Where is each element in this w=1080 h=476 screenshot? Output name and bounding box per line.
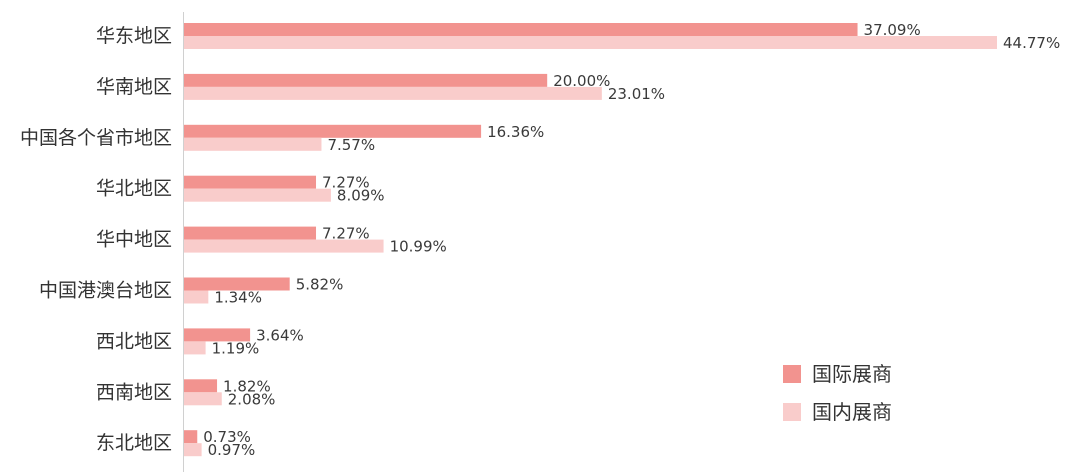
data-label: 16.36%	[487, 123, 544, 141]
bar-domestic	[184, 239, 384, 253]
category-label: 西南地区	[96, 381, 172, 403]
data-label: 8.09%	[337, 187, 385, 205]
data-label: 7.57%	[327, 136, 375, 154]
legend-label-domestic: 国内展商	[812, 400, 892, 424]
bar-international	[184, 430, 198, 444]
data-label: 7.27%	[322, 174, 370, 192]
data-label: 37.09%	[864, 21, 921, 39]
legend: 国际展商 国内展商	[783, 362, 892, 424]
category-label: 华北地区	[96, 178, 172, 200]
bar-domestic	[184, 341, 206, 355]
category-label: 中国港澳台地区	[39, 280, 172, 302]
data-label: 20.00%	[553, 72, 610, 90]
legend-swatch-international	[783, 365, 801, 383]
bar-international	[184, 175, 317, 189]
data-label: 23.01%	[608, 85, 665, 103]
bar-international	[184, 124, 482, 138]
data-label: 0.73%	[203, 428, 251, 446]
bar-domestic	[184, 188, 331, 202]
category-labels-group: 华东地区华南地区中国各个省市地区华北地区华中地区中国港澳台地区西北地区西南地区东…	[20, 25, 172, 454]
category-label: 华南地区	[96, 76, 172, 98]
category-label: 西北地区	[96, 330, 172, 352]
bar-domestic	[184, 392, 222, 406]
data-label: 1.34%	[214, 289, 262, 307]
data-label: 10.99%	[390, 238, 447, 256]
legend-swatch-domestic	[783, 403, 801, 421]
category-label: 华东地区	[96, 25, 172, 47]
bar-domestic	[184, 443, 202, 457]
data-label: 44.77%	[1003, 34, 1060, 52]
data-label: 3.64%	[256, 326, 304, 344]
data-label: 2.08%	[228, 390, 276, 408]
bar-domestic	[184, 290, 209, 304]
legend-label-international: 国际展商	[812, 362, 892, 386]
data-label: 0.97%	[208, 441, 256, 459]
data-label: 1.82%	[223, 377, 271, 395]
bar-domestic	[184, 36, 997, 49]
category-label: 东北地区	[96, 432, 172, 454]
bars-group: 37.09% 44.77% 20.00%23.01% 16.36% 7.57% 7.27%…	[184, 21, 1060, 459]
bar-international	[184, 23, 858, 36]
data-label: 1.19%	[212, 339, 260, 357]
bar-international	[184, 277, 290, 291]
category-label: 中国各个省市地区	[20, 127, 172, 149]
data-label: 7.27%	[322, 225, 370, 243]
bar-international	[184, 73, 548, 87]
data-label: 5.82%	[296, 276, 344, 294]
bar-international	[184, 379, 218, 393]
bar-international	[184, 226, 317, 240]
bar-domestic	[184, 86, 602, 100]
category-label: 华中地区	[96, 229, 172, 251]
bar-domestic	[184, 137, 322, 151]
bar-international	[184, 328, 251, 342]
